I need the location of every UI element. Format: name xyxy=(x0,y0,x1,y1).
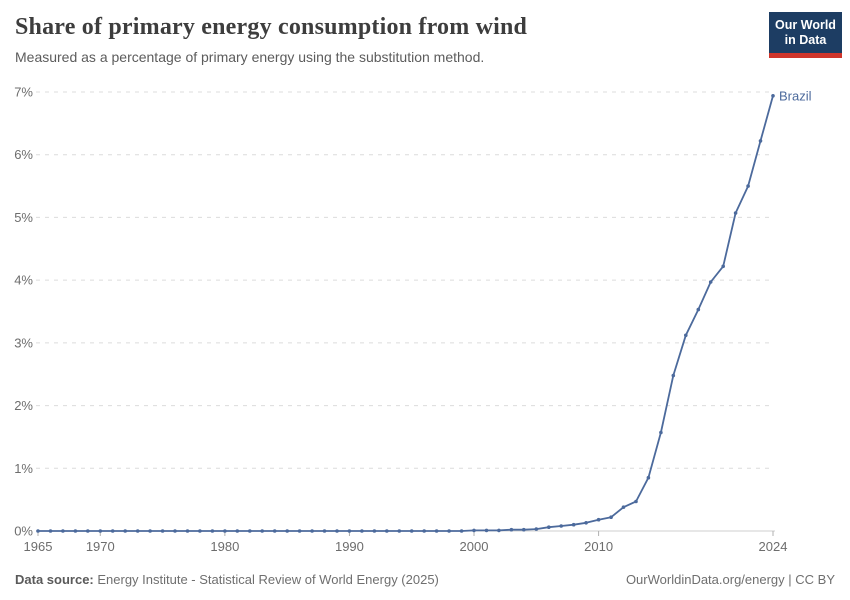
svg-text:5%: 5% xyxy=(14,210,33,225)
data-source: Data source: Energy Institute - Statisti… xyxy=(15,572,439,587)
svg-text:2000: 2000 xyxy=(460,539,489,554)
svg-text:1990: 1990 xyxy=(335,539,364,554)
svg-text:2010: 2010 xyxy=(584,539,613,554)
page-title: Share of primary energy consumption from… xyxy=(15,14,528,40)
owid-logo-line2: in Data xyxy=(784,33,827,47)
gridlines xyxy=(36,91,775,532)
chart-header: Share of primary energy consumption from… xyxy=(15,14,755,65)
svg-text:3%: 3% xyxy=(14,335,33,350)
owid-logo: Our World in Data xyxy=(769,12,842,58)
x-axis-labels: 1965 1970 1980 1990 2000 2010 2024 xyxy=(24,539,788,554)
svg-text:7%: 7% xyxy=(14,85,33,100)
svg-text:4%: 4% xyxy=(14,273,33,288)
data-markers xyxy=(36,94,775,533)
svg-text:1970: 1970 xyxy=(86,539,115,554)
credit-link[interactable]: OurWorldinData.org/energy | CC BY xyxy=(625,572,835,587)
svg-text:2%: 2% xyxy=(14,398,33,413)
y-axis-labels: 0% 1% 2% 3% 4% 5% 6% 7% xyxy=(14,85,33,539)
svg-text:6%: 6% xyxy=(14,147,33,162)
svg-text:2024: 2024 xyxy=(759,539,788,554)
chart-subtitle: Measured as a percentage of primary ener… xyxy=(15,48,485,65)
chart-footer: Data source: Energy Institute - Statisti… xyxy=(15,572,835,587)
svg-text:0%: 0% xyxy=(14,524,33,539)
svg-text:1980: 1980 xyxy=(210,539,239,554)
data-source-text: Energy Institute - Statistical Review of… xyxy=(93,572,439,587)
data-source-label: Data source: xyxy=(15,572,94,587)
data-line xyxy=(37,94,774,532)
svg-text:1%: 1% xyxy=(14,461,33,476)
svg-text:1965: 1965 xyxy=(24,539,53,554)
owid-logo-line1: Our World xyxy=(775,18,836,32)
series-end-label: Brazil xyxy=(779,88,812,103)
